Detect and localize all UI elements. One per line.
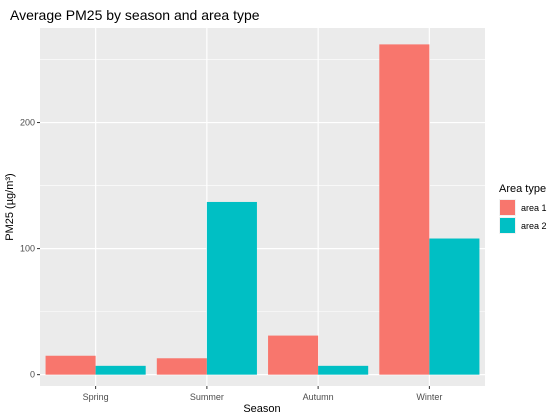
legend-label: area 1 — [521, 203, 547, 213]
legend: Area type area 1 area 2 — [499, 183, 547, 234]
bar-area-2-summer — [206, 201, 257, 375]
bars — [45, 44, 480, 375]
legend-swatch — [500, 200, 515, 215]
y-tick-label: 0 — [30, 370, 35, 380]
bar-area-1-winter — [379, 44, 430, 375]
x-axis-title: Season — [243, 403, 280, 415]
bar-area-2-autumn — [318, 365, 369, 375]
chart-title: Average PM25 by season and area type — [10, 7, 260, 23]
legend-label: area 2 — [521, 221, 547, 231]
y-tick-label: 100 — [20, 244, 35, 254]
y-tick-label: 200 — [20, 118, 35, 128]
x-tick-label: Summer — [190, 392, 224, 402]
legend-swatch — [500, 218, 515, 233]
bar-area-1-spring — [45, 355, 96, 375]
y-axis: 0 100 200 — [20, 118, 40, 380]
y-axis-title: PM25 (µg/m³) — [4, 173, 16, 240]
x-axis: Spring Summer Autumn Winter — [83, 386, 442, 402]
x-tick-label: Spring — [83, 392, 109, 402]
bar-area-2-winter — [429, 238, 480, 375]
x-tick-label: Winter — [416, 392, 442, 402]
legend-title: Area type — [499, 183, 546, 195]
bar-area-1-autumn — [268, 335, 319, 375]
bar-area-1-summer — [156, 358, 207, 375]
bar-area-2-spring — [95, 365, 146, 375]
x-tick-label: Autumn — [303, 392, 334, 402]
